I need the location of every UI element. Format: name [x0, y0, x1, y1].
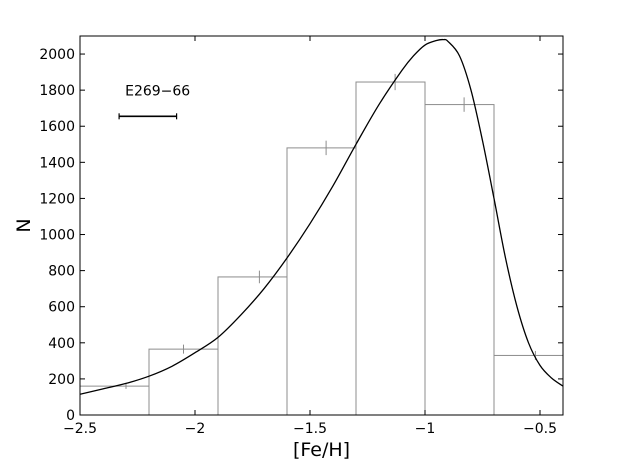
y-tick-label: 600 [48, 300, 75, 316]
fit-curve [80, 38, 563, 395]
x-axis-label: [Fe/H] [293, 439, 350, 461]
sample-label: E269−66 [125, 83, 190, 99]
y-tick-label: 400 [48, 336, 75, 352]
y-tick-label: 0 [66, 408, 75, 424]
y-tick-labels: 0 200 400 600 800 1000 1200 1400 1600 1800 2000 [39, 47, 75, 424]
y-axis-label: N [13, 218, 35, 232]
plot-area [80, 38, 563, 415]
x-tick-label: −0.5 [523, 421, 557, 437]
histogram-bar [493, 354, 563, 415]
y-tick-label: 1400 [39, 155, 75, 171]
y-tick-label: 1000 [39, 228, 75, 244]
x-tick-label: −2.5 [63, 421, 97, 437]
y-tick-label: 2000 [39, 47, 75, 63]
axis-ticks [79, 36, 563, 416]
x-tick-label: −1.5 [293, 421, 327, 437]
y-tick-label: 200 [48, 372, 75, 388]
plot-frame [79, 35, 564, 416]
y-tick-label: 800 [48, 264, 75, 280]
y-tick-label: 1200 [39, 191, 75, 207]
x-tick-label: −2 [185, 421, 206, 437]
x-tick-label: −1 [415, 421, 436, 437]
y-tick-label: 1600 [39, 119, 75, 135]
y-tick-label: 1800 [39, 83, 75, 99]
x-tick-labels: −2.5 −2 −1.5 −1 −0.5 [63, 421, 557, 437]
